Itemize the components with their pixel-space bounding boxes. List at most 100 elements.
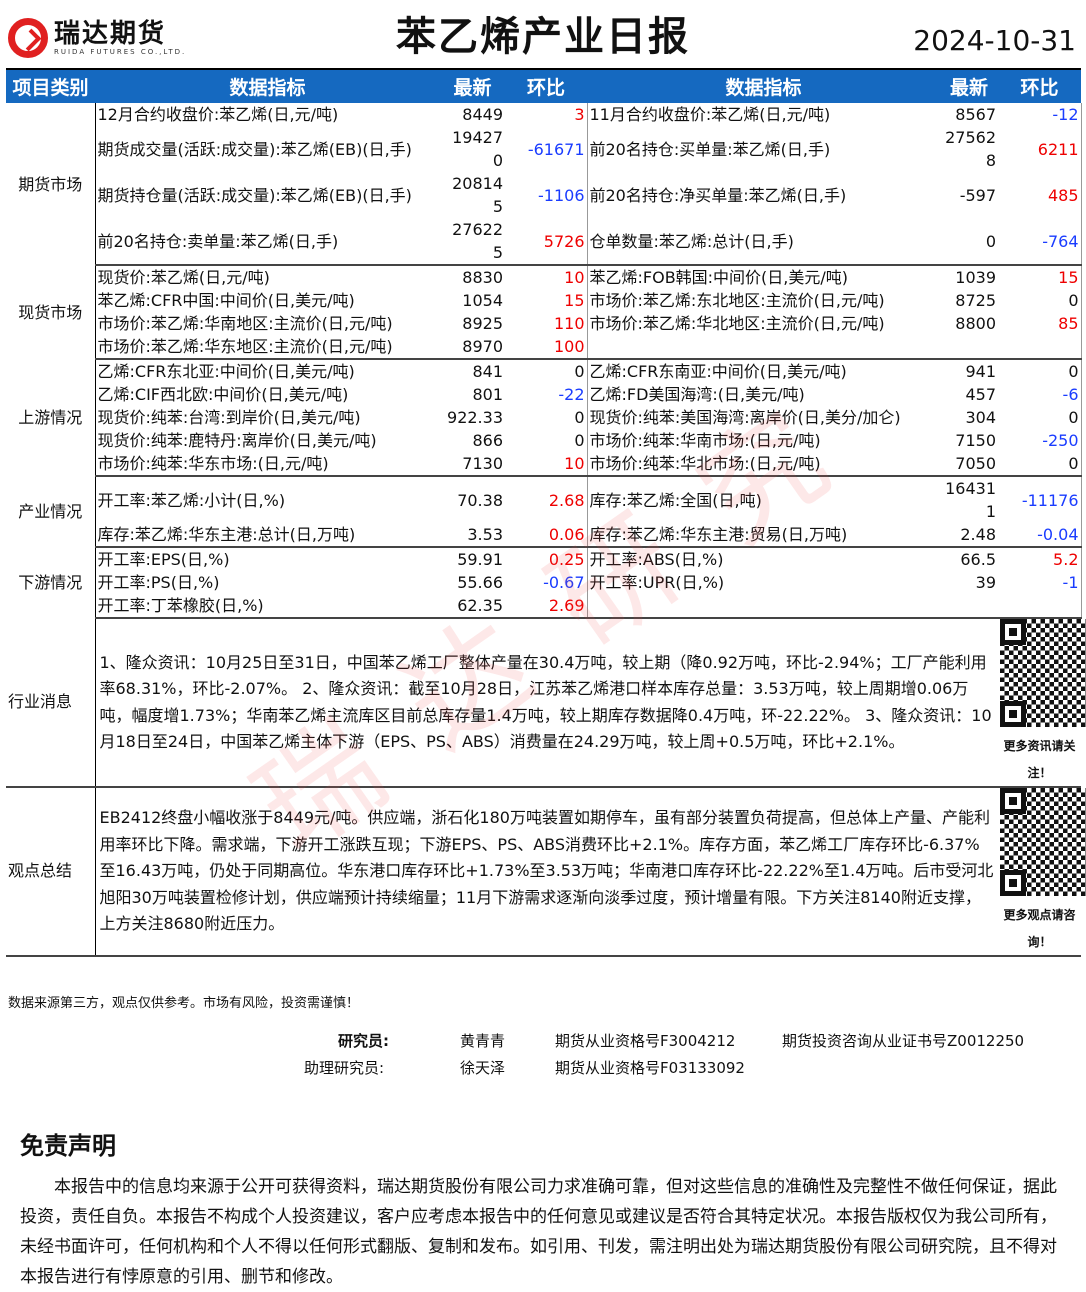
table-row: 苯乙烯:CFR中国:中间价(日,美元/吨) 1054 15 市场价:苯乙烯:东北地区:… bbox=[6, 289, 1082, 312]
table-row: 产业情况 开工率:苯乙烯:小计(日,%) 70.38 2.68 库存:苯乙烯:全国(日,… bbox=[6, 476, 1082, 547]
latest-value: 841 bbox=[472, 362, 503, 381]
qr-caption: 更多资讯请关注！ bbox=[1003, 739, 1076, 780]
indicator-name: 市场价:苯乙烯:华东地区:主流价(日,元/吨) bbox=[95, 335, 440, 360]
table-row: 市场价:苯乙烯:华东地区:主流价(日,元/吨) 8970 100 bbox=[6, 335, 1082, 360]
latest-value: 866 bbox=[472, 431, 503, 450]
latest-value: 941 bbox=[965, 362, 996, 381]
summary-text: EB2412终盘小幅收涨于8449元/吨。供应端，浙石化180万吨装置如期停车，… bbox=[95, 787, 998, 957]
table-row: 现货价:纯苯:鹿特丹:离岸价(日,美元/吨) 866 0 市场价:纯苯:华南市场:(日… bbox=[6, 429, 1082, 452]
change-value: 0 bbox=[998, 452, 1082, 477]
latest-value: 1039 bbox=[955, 268, 996, 287]
indicator-name: 市场价:纯苯:华北市场:(日,元/吨) bbox=[587, 452, 940, 477]
table-row: 市场价:苯乙烯:华南地区:主流价(日,元/吨) 8925 110 市场价:苯乙烯:华北… bbox=[6, 312, 1082, 335]
category-label: 下游情况 bbox=[6, 547, 96, 618]
change-value: -6 bbox=[998, 383, 1082, 406]
change-value: 2.69 bbox=[505, 594, 588, 619]
column-header: 环比 bbox=[998, 68, 1081, 103]
latest-value: 0 bbox=[940, 218, 998, 266]
indicator-name: 库存:苯乙烯:华东主港:总计(日,万吨) bbox=[95, 523, 440, 548]
latest-value: 164311 bbox=[945, 479, 996, 521]
staff-name: 徐天泽 bbox=[460, 1059, 506, 1077]
indicator-name: 乙烯:CFR东南亚:中间价(日,美元/吨) bbox=[589, 362, 847, 381]
indicator-name: 前20名持仓:净买单量:苯乙烯(日,手) bbox=[589, 185, 847, 205]
table-row: 开工率:PS(日,%) 55.66 -0.67 开工率:UPR(日,%) 39 -1 bbox=[6, 571, 1082, 594]
risk-note: 数据来源第三方，观点仅供参考。市场有风险，投资需谨慎！ bbox=[8, 996, 360, 1011]
indicator-name: 开工率:PS(日,%) bbox=[97, 573, 220, 592]
change-value: 0 bbox=[998, 359, 1082, 383]
change-value: 6211 bbox=[998, 126, 1082, 172]
qr-code-icon bbox=[1000, 788, 1086, 896]
qr-caption: 更多观点请咨询！ bbox=[1003, 908, 1076, 949]
latest-value: 8800 bbox=[955, 314, 996, 333]
indicator-name bbox=[587, 594, 940, 619]
change-value bbox=[998, 594, 1082, 619]
change-value: 15 bbox=[505, 289, 588, 312]
latest-value: 8567 bbox=[955, 105, 996, 124]
latest-value: 8970 bbox=[440, 335, 505, 360]
latest-value: 1054 bbox=[462, 291, 503, 310]
change-value: -12 bbox=[998, 103, 1082, 126]
indicator-name: 前20名持仓:买单量:苯乙烯(日,手) bbox=[589, 139, 831, 159]
change-value: 100 bbox=[505, 335, 588, 360]
table-row: 乙烯:CIF西北欧:中间价(日,美元/吨) 801 -22 乙烯:FD美国海湾:(日,… bbox=[6, 383, 1082, 406]
data-table: 项目类别 数据指标 最新 环比 数据指标 最新 环比 期货市场 12月合约收盘价:苯乙烯(日,… bbox=[6, 68, 1086, 957]
indicator-name: 市场价:纯苯:华南市场:(日,元/吨) bbox=[589, 431, 821, 450]
staff-name: 黄青青 bbox=[460, 1032, 506, 1050]
table-row: 下游情况 开工率:EPS(日,%) 59.91 0.25 开工率:ABS(日,%) 66.… bbox=[6, 547, 1082, 618]
latest-value: 55.66 bbox=[457, 573, 503, 592]
latest-value bbox=[940, 594, 998, 619]
logo-name: 瑞达期货 bbox=[54, 19, 167, 49]
staff-cert1: 期货从业资格号F03133092 bbox=[555, 1059, 745, 1077]
column-header: 数据指标 bbox=[587, 68, 940, 103]
indicator-name: 库存:苯乙烯:全国(日,吨) bbox=[589, 490, 762, 510]
change-value: -1 bbox=[998, 571, 1082, 594]
category-label: 现货市场 bbox=[6, 265, 96, 359]
change-value: -1106 bbox=[505, 172, 588, 218]
category-label: 期货市场 bbox=[6, 103, 96, 265]
latest-value bbox=[940, 335, 998, 360]
latest-value: 3.53 bbox=[440, 523, 505, 548]
logo-english: RUIDA FUTURES CO.,LTD. bbox=[54, 48, 187, 56]
latest-value: 7150 bbox=[955, 431, 996, 450]
column-header: 最新 bbox=[940, 68, 998, 103]
change-value: 85 bbox=[998, 312, 1082, 335]
change-value: -0.04 bbox=[998, 523, 1082, 548]
change-value: 0 bbox=[505, 429, 588, 452]
change-value: 0 bbox=[998, 289, 1082, 312]
column-header: 环比 bbox=[505, 68, 587, 103]
change-value bbox=[998, 335, 1082, 360]
table-row: 现货市场 现货价:苯乙烯(日,元/吨) 8830 10 苯乙烯:FOB韩国:中间价(日,… bbox=[6, 265, 1082, 359]
latest-value: 194270 bbox=[452, 128, 503, 170]
indicator-name: 开工率:丁苯橡胶(日,%) bbox=[95, 594, 440, 619]
change-value: 0 bbox=[998, 406, 1082, 429]
change-value: 10 bbox=[505, 452, 588, 477]
change-value: -22 bbox=[505, 383, 588, 406]
news-qr: 更多资讯请关注！ bbox=[998, 618, 1086, 788]
news-text: 1、隆众资讯：10月25日至31日，中国苯乙烯工厂整体产量在30.4万吨，较上期… bbox=[95, 618, 998, 788]
table-row: 期货持仓量(活跃:成交量):苯乙烯(EB)(日,手) 208145 -1106 前20… bbox=[6, 172, 1082, 218]
indicator-name: 库存:苯乙烯:华东主港:贸易(日,万吨) bbox=[587, 523, 940, 548]
table-row: 前20名持仓:卖单量:苯乙烯(日,手) 276225 5726 仓单数量:苯乙烯:总计… bbox=[6, 218, 1082, 266]
category-label: 产业情况 bbox=[6, 476, 96, 547]
latest-value: 304 bbox=[965, 408, 996, 427]
latest-value: 7050 bbox=[940, 452, 998, 477]
staff-role: 研究员: bbox=[338, 1032, 389, 1050]
indicator-name: 乙烯:CIF西北欧:中间价(日,美元/吨) bbox=[97, 385, 349, 404]
latest-value: 8830 bbox=[462, 268, 503, 287]
qr-code-icon bbox=[1000, 619, 1086, 727]
latest-value: 8925 bbox=[462, 314, 503, 333]
latest-value: 8449 bbox=[462, 105, 503, 124]
indicator-name: 11月合约收盘价:苯乙烯(日,元/吨) bbox=[589, 105, 831, 124]
change-value: 2.68 bbox=[505, 476, 588, 523]
change-value: 5726 bbox=[505, 218, 588, 266]
table-row: 市场价:纯苯:华东市场:(日,元/吨) 7130 10 市场价:纯苯:华北市场:(日,… bbox=[6, 452, 1082, 477]
logo-icon bbox=[8, 18, 48, 58]
indicator-name: 现货价:纯苯:台湾:到岸价(日,美元/吨) bbox=[97, 408, 361, 427]
indicator-name: 现货价:苯乙烯(日,元/吨) bbox=[97, 268, 270, 287]
indicator-name: 苯乙烯:CFR中国:中间价(日,美元/吨) bbox=[97, 291, 355, 310]
change-value: -61671 bbox=[505, 126, 588, 172]
table-row: 现货价:纯苯:台湾:到岸价(日,美元/吨) 922.33 0 现货价:纯苯:美国海湾:… bbox=[6, 406, 1082, 429]
column-header: 数据指标 bbox=[95, 68, 440, 103]
news-row: 行业消息 1、隆众资讯：10月25日至31日，中国苯乙烯工厂整体产量在30.4万… bbox=[6, 618, 1086, 788]
disclaimer-title: 免责声明 bbox=[20, 1132, 116, 1160]
